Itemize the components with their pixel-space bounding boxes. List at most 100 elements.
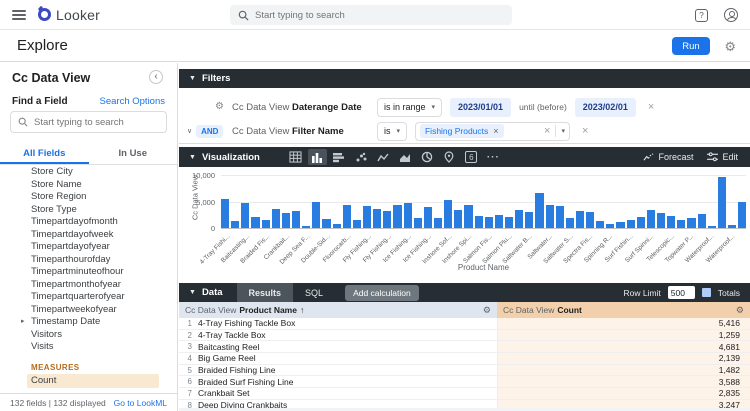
chart-bar[interactable] [535,192,544,228]
remove-chip-icon[interactable]: × [493,125,499,136]
cell-count[interactable]: 2,139 [497,353,750,364]
field-item[interactable]: Store Name [31,178,82,190]
filter-date-to-input[interactable]: 2023/02/01 [574,97,636,117]
chevron-down-icon[interactable]: ∨ [187,128,193,135]
forecast-button[interactable]: Forecast [643,152,693,162]
collapse-caret-icon[interactable]: ▼ [189,153,196,161]
chart-bar[interactable] [221,199,230,228]
chart-bar[interactable] [667,215,676,228]
chart-bar[interactable] [657,212,666,228]
cell-product-name[interactable]: Deep Diving Crankbaits [198,400,288,411]
chart-bar[interactable] [555,205,564,228]
field-item[interactable]: Store Type [31,203,77,215]
row-limit-input[interactable] [667,286,695,299]
tab-sql[interactable]: SQL [305,287,324,298]
chart-bar[interactable] [515,209,524,228]
chart-bar[interactable] [494,214,503,228]
chart-bar[interactable] [342,204,351,228]
global-search-input[interactable] [255,9,485,21]
looker-logo[interactable]: Looker [38,7,100,23]
chart-bar[interactable] [474,215,483,228]
field-item[interactable]: Timepartmonthofyear [31,278,121,290]
chart-bar[interactable] [261,220,270,228]
viz-column-icon[interactable] [307,149,327,165]
cell-product-name[interactable]: 4-Tray Fishing Tackle Box [198,318,296,329]
clear-value-icon[interactable]: × [544,124,551,137]
field-search-input[interactable] [34,116,144,128]
field-item[interactable]: Timeparthourofday [31,253,111,265]
chart-bar[interactable] [464,205,473,228]
table-row[interactable]: 4 Big Game Reel 2,139 [179,353,750,365]
chart-bar[interactable] [383,210,392,228]
collapse-caret-icon[interactable]: ▼ [189,75,196,82]
tab-results[interactable]: Results [236,283,294,302]
chart-bar[interactable] [636,217,645,228]
filter-gear-icon[interactable]: ⚙ [215,101,224,112]
chart-bar[interactable] [484,217,493,228]
add-calculation-button[interactable]: Add calculation [345,284,419,301]
chart-bar[interactable] [291,210,301,228]
chart-bar[interactable] [433,218,443,228]
viz-scatter-icon[interactable] [352,149,371,165]
remove-filter-icon[interactable]: × [647,100,655,113]
viz-map-icon[interactable] [440,149,459,165]
chart-bar[interactable] [271,209,280,228]
viz-single-value-icon[interactable]: 6 [462,149,481,165]
help-icon[interactable]: ? [695,8,708,22]
search-options-link[interactable]: Search Options [99,96,165,107]
chart-bar[interactable] [606,223,615,228]
field-item[interactable]: Store City [31,166,73,177]
viz-area-icon[interactable] [396,149,415,165]
table-row[interactable]: 2 4-Tray Tackle Box 1,259 [179,329,750,342]
chart-bar[interactable] [586,211,595,228]
chart-bar[interactable] [423,206,432,228]
chart-bar[interactable] [738,202,747,228]
collapse-caret-icon[interactable]: ▼ [189,289,196,296]
cell-product-name[interactable]: Baitcasting Reel [198,341,260,352]
menu-icon[interactable] [12,9,26,20]
collapse-panel-icon[interactable]: ‹ [149,70,163,84]
chart-bar[interactable] [575,211,585,228]
cell-count[interactable]: 4,681 [497,341,750,353]
filters-section-header[interactable]: ▼ Filters [179,69,750,88]
chart-bar[interactable] [697,213,706,228]
field-item[interactable]: Timepartminuteofhour [31,266,124,277]
filter-operator-select[interactable]: is in range ▾ [376,97,443,117]
cell-product-name[interactable]: Crankbait Set [198,388,250,399]
field-item[interactable]: Timepartquarterofyear [31,291,125,302]
chart-bar[interactable] [646,209,656,228]
totals-checkbox[interactable] [701,288,711,297]
cell-product-name[interactable]: Braided Fishing Line [198,365,276,376]
cell-product-name[interactable]: Braided Surf Fishing Line [198,376,294,387]
chart-bar[interactable] [454,209,463,228]
chart-bar[interactable] [231,221,240,228]
chart-bar[interactable] [352,220,361,228]
viz-bar-icon[interactable] [330,149,349,165]
field-search[interactable] [10,111,167,133]
chart-bar[interactable] [626,219,635,228]
table-row[interactable]: 6 Braided Surf Fishing Line 3,588 [179,376,750,389]
filter-date-from-input[interactable]: 2023/01/01 [450,97,512,117]
chart-bar[interactable] [444,199,453,228]
field-item[interactable]: Timepartdayofweek [31,228,114,240]
column-gear-icon[interactable]: ⚙ [735,304,744,315]
field-item[interactable]: Timepartweekofyear [31,303,117,315]
tab-all-fields[interactable]: All Fields [0,144,89,164]
cell-count[interactable]: 3,247 [497,399,750,411]
remove-filter-icon[interactable]: × [581,124,589,137]
chart-bar[interactable] [281,213,290,228]
chart-bar[interactable] [393,205,402,228]
column-header-product-name[interactable]: Cc Data View Product Name ↑ ⚙ [179,302,497,318]
filter-value-input[interactable]: Fishing Products × × ▾ [414,121,570,141]
tab-in-use[interactable]: In Use [118,148,147,159]
chart-bar[interactable] [677,220,686,228]
chevron-down-icon[interactable]: ▾ [561,128,565,135]
chart-bar[interactable] [504,216,514,228]
filter-operator-select[interactable]: is ▾ [376,121,407,141]
chart-bar[interactable] [312,201,321,228]
cell-product-name[interactable]: Big Game Reel [198,353,256,364]
chart-bar[interactable] [251,216,260,228]
chart-bar[interactable] [322,219,331,228]
cell-count[interactable]: 3,588 [497,376,750,388]
field-item[interactable]: Timepartdayofmonth [31,216,118,227]
